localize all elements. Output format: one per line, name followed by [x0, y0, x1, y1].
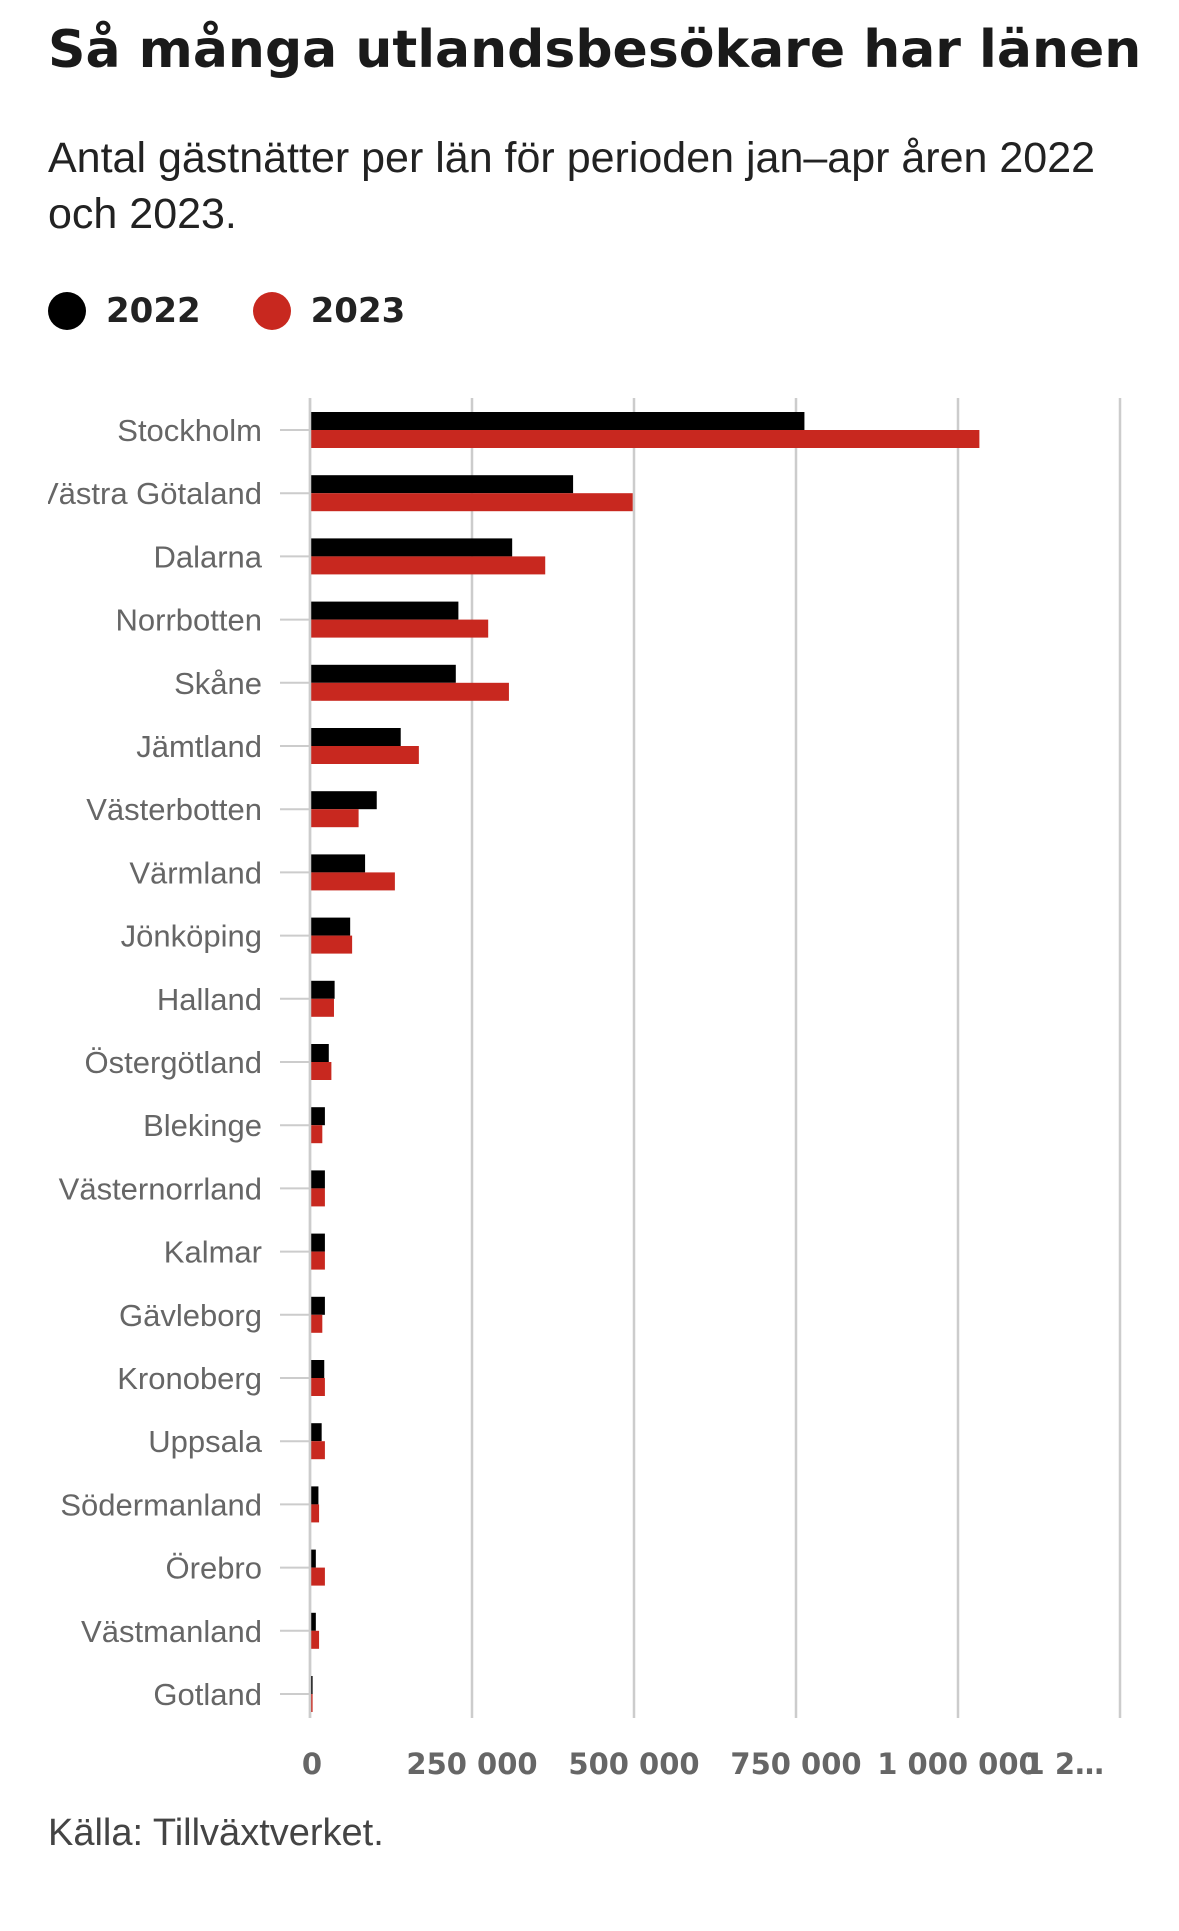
x-tick-label-0: 0 [302, 1747, 322, 1781]
bar-2023-20 [310, 1694, 313, 1712]
bar-2023-10 [310, 1062, 332, 1080]
bar-2022-4 [310, 664, 456, 683]
legend-label-2022: 2022 [106, 291, 201, 331]
bar-2023-14 [310, 1314, 323, 1333]
y-label-15: Kronoberg [117, 1361, 262, 1396]
y-label-1: Västra Götaland [38, 476, 262, 511]
bar-2022-13 [310, 1233, 325, 1252]
bar-2023-4 [310, 682, 509, 701]
x-tick-label-5: 1 2… [1025, 1747, 1104, 1781]
legend-item-2022: 2022 [48, 291, 201, 331]
y-label-10: Östergötland [85, 1045, 263, 1080]
bar-2022-10 [310, 1044, 329, 1062]
bar-2023-18 [310, 1567, 325, 1586]
bar-2022-6 [310, 791, 377, 810]
y-label-8: Jönköping [121, 919, 262, 954]
x-tick-label-3: 750 000 [730, 1747, 861, 1781]
y-label-4: Skåne [174, 666, 262, 701]
bar-2023-17 [310, 1504, 320, 1523]
bar-2023-12 [310, 1188, 325, 1207]
bar-2023-19 [310, 1630, 320, 1649]
y-label-19: Västmanland [81, 1614, 262, 1649]
y-label-17: Södermanland [60, 1487, 262, 1522]
bar-2023-8 [310, 935, 353, 954]
bar-2022-19 [310, 1612, 316, 1631]
legend-swatch-2023 [252, 292, 291, 330]
bar-2023-6 [310, 809, 359, 828]
bar-2022-11 [310, 1107, 325, 1126]
bar-2023-7 [310, 872, 395, 891]
bar-2023-3 [310, 619, 489, 638]
bar-2022-5 [310, 728, 401, 746]
y-label-6: Västerbotten [86, 792, 262, 827]
x-tick-label-2: 500 000 [568, 1747, 699, 1781]
y-label-18: Örebro [166, 1551, 262, 1586]
y-label-20: Gotland [153, 1677, 262, 1712]
y-label-14: Gävleborg [119, 1298, 262, 1333]
bar-2022-0 [310, 412, 805, 430]
legend-item-2023: 2023 [252, 291, 406, 331]
y-label-13: Kalmar [164, 1235, 262, 1270]
bar-2023-5 [310, 746, 419, 764]
bar-2023-0 [310, 430, 980, 448]
y-label-7: Värmland [129, 855, 262, 890]
y-label-3: Norrbotten [116, 603, 262, 638]
y-label-5: Jämtland [136, 729, 262, 764]
bar-2022-8 [310, 917, 351, 936]
y-label-11: Blekinge [143, 1108, 262, 1143]
legend: 2022 2023 [48, 286, 457, 336]
y-axis-labels: Stockholm Västra Götaland Dalarna Norrbotte… [38, 413, 263, 1712]
y-label-9: Halland [157, 982, 262, 1017]
bar-2022-14 [310, 1296, 325, 1315]
chart-title: Så många utlandsbesökare har länen [48, 20, 1142, 80]
bar-2023-16 [310, 1441, 325, 1460]
bar-2022-2 [310, 538, 513, 557]
legend-swatch-2022 [48, 292, 86, 330]
chart-subtitle: Antal gästnätter per län för perioden ja… [48, 134, 1096, 238]
y-label-2: Dalarna [153, 539, 262, 574]
legend-label-2023: 2023 [310, 291, 406, 331]
bar-2022-7 [310, 854, 366, 873]
bar-2023-1 [310, 493, 633, 512]
bar-2022-20 [310, 1676, 313, 1694]
x-tick-label-4: 1 000 000 [877, 1747, 1038, 1781]
y-label-12: Västernorrland [59, 1171, 262, 1206]
bar-2023-13 [310, 1251, 325, 1270]
bar-2022-9 [310, 980, 335, 999]
bar-2023-9 [310, 998, 334, 1017]
source-note: Källa: Tillväxtverket. [48, 1812, 384, 1854]
y-label-16: Uppsala [148, 1424, 262, 1459]
bar-2023-11 [310, 1125, 323, 1144]
y-label-0: Stockholm [117, 413, 262, 448]
bar-2022-18 [310, 1549, 316, 1568]
x-tick-label-1: 250 000 [406, 1747, 537, 1781]
bar-2022-3 [310, 601, 459, 620]
bar-2022-16 [310, 1423, 322, 1442]
bar-2022-15 [310, 1360, 325, 1378]
bar-2023-15 [310, 1378, 325, 1396]
bar-2022-17 [310, 1486, 319, 1505]
bar-2022-12 [310, 1170, 325, 1189]
bar-2023-2 [310, 556, 546, 575]
bar-2022-1 [310, 475, 574, 494]
